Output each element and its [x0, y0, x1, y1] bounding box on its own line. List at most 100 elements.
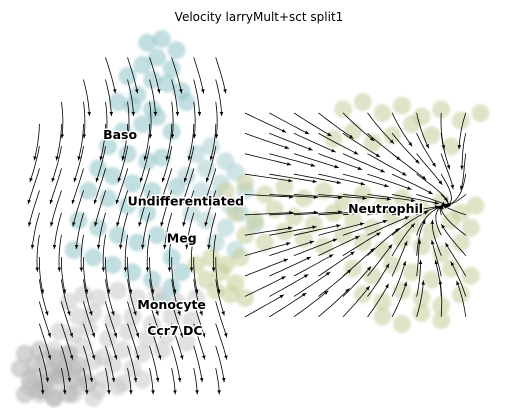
streamline-arrowhead: [153, 111, 158, 116]
streamline-arrowhead: [72, 222, 76, 227]
streamline-arrowhead: [430, 220, 435, 224]
streamline-arrowhead: [434, 201, 439, 205]
streamline-arrowhead: [194, 289, 199, 294]
streamline-arrowhead: [357, 166, 362, 170]
streamline: [391, 241, 408, 277]
cell-point-baso: [138, 204, 157, 222]
streamline-arrowhead: [197, 111, 202, 116]
streamline: [318, 133, 359, 155]
streamline-arrowhead: [161, 177, 166, 182]
streamline-arrowhead: [139, 177, 144, 182]
streamline-arrowhead: [106, 289, 111, 294]
streamline-arrowhead: [216, 289, 221, 294]
streamline: [416, 280, 424, 317]
streamline-arrowhead: [385, 263, 389, 268]
streamline: [182, 168, 195, 205]
cell-point-baso: [152, 30, 171, 49]
cell-point-ccr7-dc: [79, 374, 98, 393]
streamline-arrowhead: [395, 228, 400, 232]
streamline: [31, 212, 40, 250]
streamline-arrowhead: [404, 216, 409, 220]
streamline: [83, 368, 88, 395]
cell-point-neutrophil: [373, 292, 392, 311]
streamline: [77, 123, 84, 161]
streamline-arrowhead: [67, 311, 71, 316]
streamline-arrowhead: [288, 226, 293, 230]
streamline-arrowhead: [388, 244, 392, 249]
streamline: [51, 146, 62, 183]
streamline-arrowhead: [165, 156, 170, 161]
streamline-arrowhead: [77, 156, 81, 161]
cell-point-neutrophil: [295, 189, 313, 208]
streamline-arrowhead: [69, 355, 74, 360]
streamline: [446, 173, 467, 207]
streamline-arrowhead: [182, 222, 186, 227]
streamline: [72, 190, 84, 227]
streamline-arrowhead: [423, 211, 429, 215]
cell-point-neutrophil: [344, 259, 362, 278]
streamline: [193, 257, 198, 294]
streamline-arrowhead: [441, 224, 445, 229]
streamline-arrowhead: [201, 89, 205, 94]
cell-point-neutrophil: [373, 307, 392, 326]
streamline-arrowhead: [217, 390, 221, 395]
streamline-arrowhead: [370, 248, 375, 253]
cell-point-neutrophil: [236, 174, 255, 193]
streamline: [61, 345, 71, 383]
streamline-arrowhead: [135, 332, 140, 338]
streamline: [105, 79, 112, 117]
cell-point-baso: [103, 255, 122, 274]
cell-point-baso: [172, 263, 191, 282]
streamline: [105, 345, 115, 383]
cell-point-neutrophil: [393, 96, 411, 115]
streamline-arrowhead: [113, 355, 118, 360]
streamline: [441, 204, 467, 236]
streamline: [367, 194, 416, 202]
streamline: [456, 280, 467, 317]
streamline-arrowhead: [385, 284, 389, 289]
streamline-arrowhead: [440, 205, 444, 210]
cell-point-monocyte: [143, 315, 162, 333]
streamline: [215, 323, 228, 360]
streamline: [171, 345, 181, 383]
cell-point-neutrophil: [412, 237, 431, 256]
cell-point-baso: [108, 93, 127, 111]
streamline-arrowhead: [353, 150, 359, 155]
streamline-arrowhead: [428, 190, 433, 194]
cell-point-neutrophil: [216, 181, 235, 200]
streamline: [269, 173, 317, 183]
cell-point-neutrophil: [383, 126, 402, 145]
cell-point-baso: [99, 137, 117, 156]
streamline: [269, 274, 309, 297]
streamline: [138, 168, 150, 205]
cell-point-baso: [167, 41, 186, 60]
streamline: [204, 168, 217, 205]
streamline: [171, 257, 176, 294]
streamline-arrowhead: [183, 177, 188, 182]
streamline-arrowhead: [148, 134, 153, 139]
streamline-arrowhead: [55, 156, 59, 161]
streamline-arrowhead: [177, 311, 181, 316]
streamline: [269, 133, 313, 151]
streamline: [391, 281, 407, 317]
streamline: [61, 323, 73, 360]
streamline: [450, 261, 467, 297]
cell-point-ccr7-dc: [15, 385, 34, 404]
streamline-arrowhead: [286, 162, 291, 166]
streamline: [445, 242, 467, 277]
streamline-arrowhead: [450, 184, 455, 189]
cell-point-neutrophil: [432, 296, 451, 315]
streamline: [269, 153, 316, 167]
streamline-arrowhead: [380, 168, 385, 173]
streamline-arrowhead: [450, 261, 455, 266]
cell-point-monocyte: [187, 289, 206, 308]
cell-point-neutrophil: [363, 266, 382, 285]
streamline-arrowhead: [367, 266, 371, 271]
streamline: [440, 153, 454, 190]
streamline-arrowhead: [410, 223, 415, 228]
cell-point-monocyte: [99, 329, 117, 348]
streamline-arrowhead: [360, 181, 365, 186]
streamline: [318, 288, 350, 317]
streamline: [55, 123, 62, 161]
cell-point-monocyte: [84, 389, 103, 407]
